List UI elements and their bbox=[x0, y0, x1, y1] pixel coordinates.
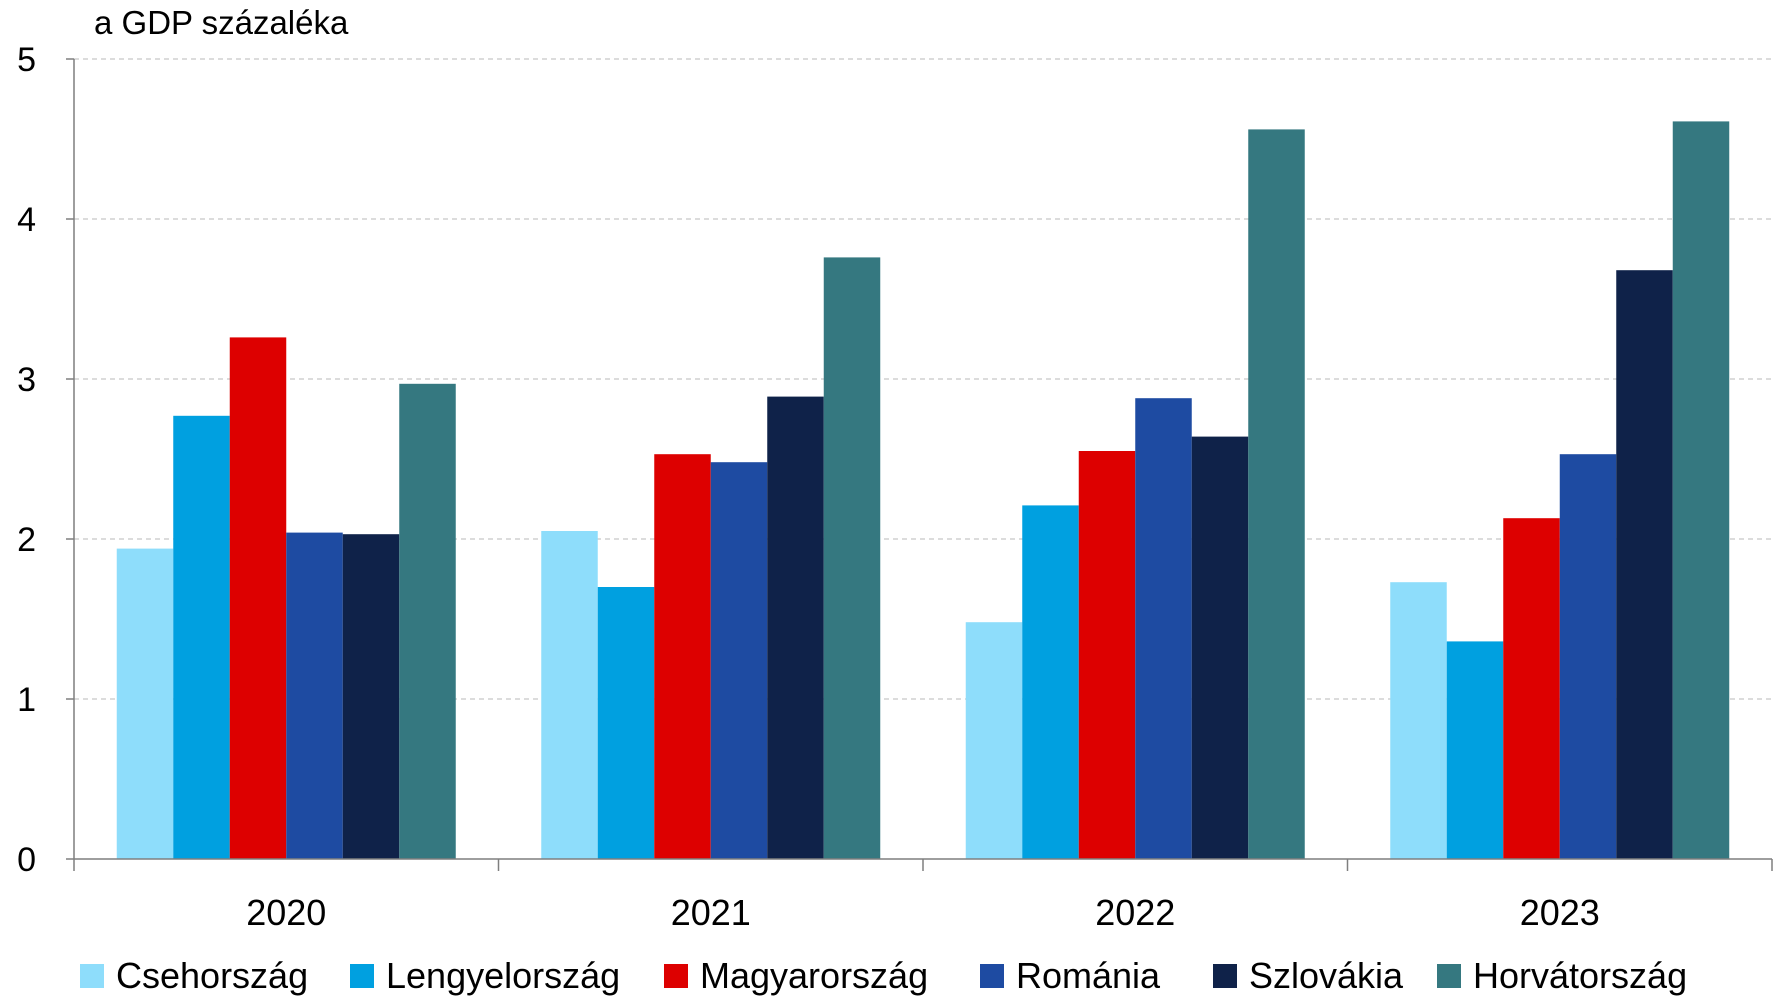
x-tick-label: 2021 bbox=[671, 892, 751, 933]
bar-2023-2 bbox=[1446, 641, 1504, 859]
legend: Csehország Lengyelország Magyarország Román… bbox=[80, 955, 1687, 996]
bar-2022-2 bbox=[1022, 505, 1079, 859]
y-tick-label: 1 bbox=[17, 681, 36, 719]
bar-2022-5 bbox=[1191, 436, 1249, 859]
bar-2023-6 bbox=[1672, 121, 1730, 859]
bar-2022-3 bbox=[1078, 451, 1136, 859]
x-tick-label: 2022 bbox=[1095, 892, 1175, 933]
bar-2020-4 bbox=[286, 532, 343, 859]
bar-2021-2 bbox=[597, 587, 655, 859]
legend-item: Szlovákia bbox=[1213, 955, 1404, 996]
bar-2021-6 bbox=[823, 257, 881, 859]
legend-swatch bbox=[1437, 964, 1461, 988]
y-unit-label: a GDP százaléka bbox=[94, 4, 349, 41]
legend-label: Románia bbox=[1016, 955, 1161, 996]
y-tick-label: 2 bbox=[17, 521, 36, 559]
bar-2020-1 bbox=[116, 548, 174, 859]
legend-swatch bbox=[1213, 964, 1237, 988]
bar-2021-5 bbox=[767, 396, 824, 859]
legend-swatch bbox=[980, 964, 1004, 988]
y-tick-labels: 0 1 2 3 4 5 bbox=[17, 41, 36, 879]
bar-2022-1 bbox=[965, 622, 1023, 859]
y-tick-label: 3 bbox=[17, 361, 36, 399]
bar-2022-6 bbox=[1248, 129, 1305, 859]
legend-label: Szlovákia bbox=[1249, 955, 1404, 996]
bar-2021-1 bbox=[541, 531, 598, 859]
legend-item: Lengyelország bbox=[350, 955, 620, 996]
bar-2023-4 bbox=[1559, 454, 1617, 859]
x-tick-label: 2023 bbox=[1520, 892, 1600, 933]
bar-2020-6 bbox=[399, 383, 456, 859]
y-tick-label: 5 bbox=[17, 41, 36, 79]
legend-swatch bbox=[664, 964, 688, 988]
legend-label: Lengyelország bbox=[386, 955, 620, 996]
legend-item: Csehország bbox=[80, 955, 308, 996]
legend-item: Horvátország bbox=[1437, 955, 1687, 996]
legend-item: Románia bbox=[980, 955, 1161, 996]
bar-2023-3 bbox=[1503, 518, 1560, 859]
legend-label: Csehország bbox=[116, 955, 308, 996]
x-tick-labels: 2020 2021 2022 2023 bbox=[246, 892, 1600, 933]
legend-label: Horvátország bbox=[1473, 955, 1687, 996]
y-tick-label: 0 bbox=[17, 841, 36, 879]
bar-2022-4 bbox=[1135, 398, 1192, 859]
bar-2020-3 bbox=[229, 337, 287, 859]
bar-2020-5 bbox=[342, 534, 400, 859]
bar-2023-1 bbox=[1390, 582, 1447, 859]
bar-2023-5 bbox=[1616, 270, 1673, 859]
x-tick-label: 2020 bbox=[246, 892, 326, 933]
bar-2021-3 bbox=[654, 454, 711, 859]
legend-label: Magyarország bbox=[700, 955, 928, 996]
axes bbox=[66, 58, 1773, 871]
legend-swatch bbox=[350, 964, 374, 988]
legend-swatch bbox=[80, 964, 104, 988]
bar-2020-2 bbox=[173, 415, 230, 859]
y-tick-label: 4 bbox=[17, 201, 36, 239]
legend-item: Magyarország bbox=[664, 955, 928, 996]
bars bbox=[116, 121, 1730, 859]
bar-2021-4 bbox=[710, 462, 768, 859]
